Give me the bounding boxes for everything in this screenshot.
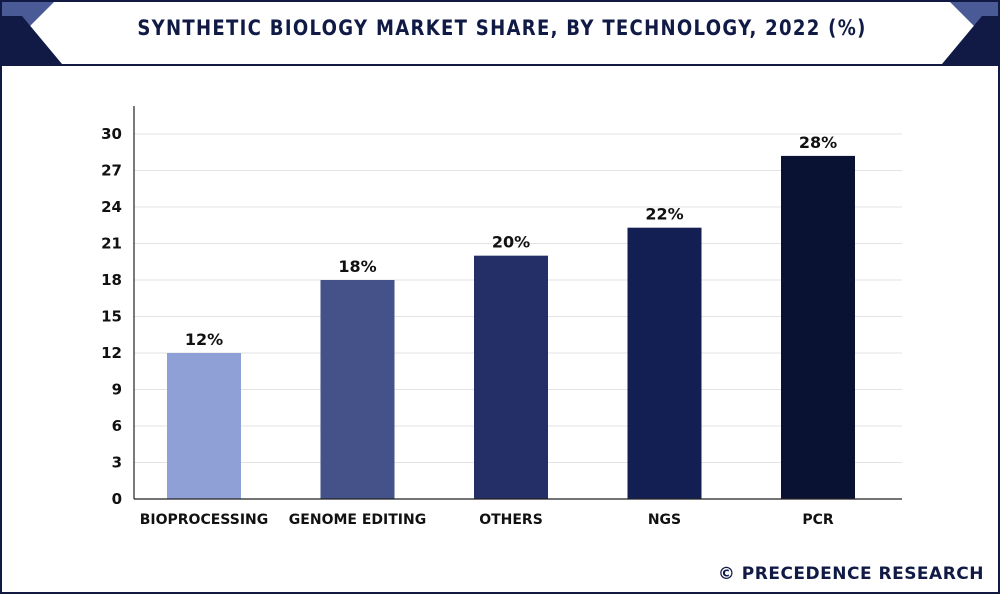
category-label: NGS — [648, 512, 681, 528]
y-tick-label: 9 — [112, 381, 122, 399]
data-label: 18% — [338, 257, 376, 276]
y-tick-label: 30 — [101, 125, 122, 143]
data-label: 20% — [492, 233, 530, 252]
y-tick-label: 27 — [101, 162, 122, 180]
data-label: 22% — [645, 205, 683, 224]
y-tick-label: 12 — [101, 344, 122, 362]
data-label: 12% — [185, 330, 223, 349]
chart-title: SYNTHETIC BIOLOGY MARKET SHARE, BY TECHN… — [137, 16, 867, 40]
data-labels: 12% 18% 20% 22% 28% — [185, 133, 837, 349]
bar-others — [474, 255, 548, 499]
bar-pcr — [781, 155, 855, 499]
left-corner-decoration — [2, 2, 62, 64]
y-tick-label: 18 — [101, 271, 122, 289]
y-tick-label: 21 — [101, 235, 122, 253]
x-axis-categories: BIOPROCESSING GENOME EDITING OTHERS NGS PCR — [140, 512, 834, 528]
watermark: © PRECEDENCE RESEARCH — [717, 564, 984, 584]
right-corner-decoration — [942, 2, 998, 64]
y-tick-label: 0 — [112, 490, 122, 508]
category-label: GENOME EDITING — [289, 512, 426, 528]
title-band: SYNTHETIC BIOLOGY MARKET SHARE, BY TECHN… — [2, 2, 998, 66]
y-axis-ticks: 0 3 6 9 12 15 18 21 24 27 30 — [101, 125, 122, 508]
y-tick-label: 15 — [101, 308, 122, 326]
category-label: OTHERS — [479, 512, 543, 528]
gridlines — [134, 133, 902, 463]
bar-genome-editing — [320, 280, 395, 499]
y-tick-label: 24 — [101, 198, 122, 216]
y-tick-label: 6 — [112, 417, 122, 435]
bar-bioprocessing — [167, 353, 241, 499]
category-label: PCR — [802, 512, 834, 528]
category-label: BIOPROCESSING — [140, 512, 269, 528]
bars — [167, 155, 855, 499]
data-label: 28% — [799, 133, 837, 152]
y-tick-label: 3 — [112, 454, 122, 472]
bar-ngs — [627, 227, 702, 499]
